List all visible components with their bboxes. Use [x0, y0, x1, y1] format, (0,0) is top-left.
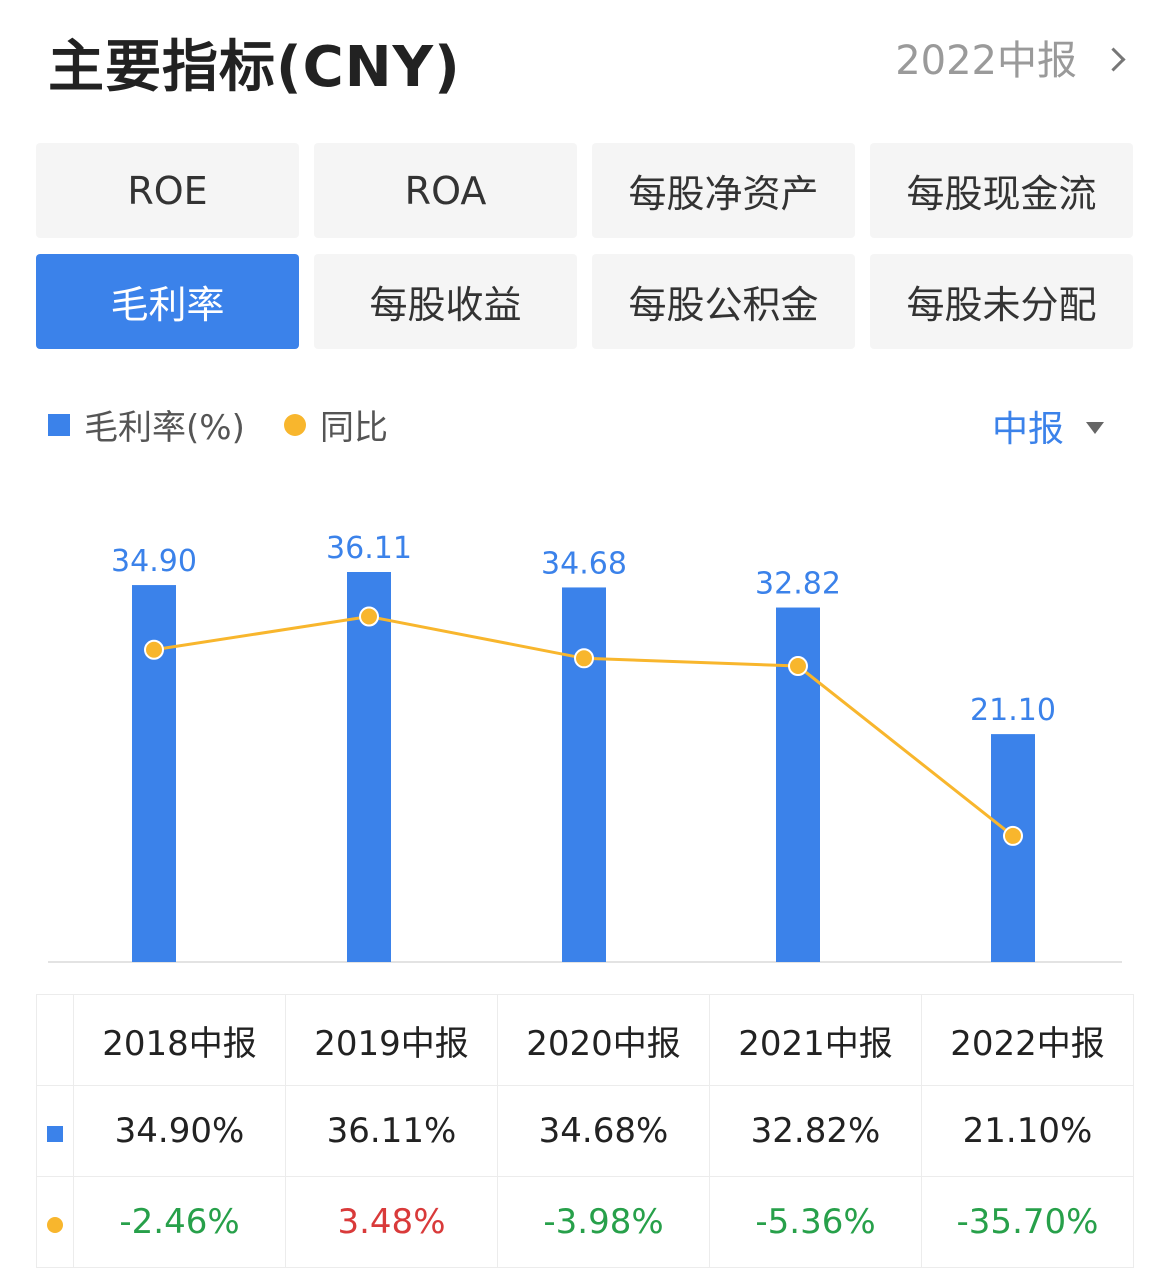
chart-legend: 毛利率(%) 同比 中报 — [48, 400, 1128, 450]
bar-2020中报 — [562, 587, 606, 962]
table-cell: -3.98% — [497, 1176, 710, 1268]
table-cell: 21.10% — [921, 1085, 1134, 1177]
table-cell: -5.36% — [709, 1176, 922, 1268]
tab-roe[interactable]: ROE — [36, 143, 299, 238]
table-cell: 36.11% — [285, 1085, 498, 1177]
table-header-cell: 2020中报 — [497, 994, 710, 1086]
bar-value-label: 21.10 — [970, 693, 1056, 728]
page-title: 主要指标(CNY) — [48, 35, 461, 100]
legend-line-label: 同比 — [320, 408, 388, 448]
bar-legend-square-icon — [48, 413, 70, 436]
table-cell: 34.90% — [73, 1085, 286, 1177]
table-header-row: 2018中报 2019中报 2020中报 2021中报 2022中报 — [36, 994, 1134, 1086]
bar-value-label: 32.82 — [755, 567, 841, 602]
report-period-link[interactable]: 2022中报 — [895, 28, 1130, 86]
tab-reserve-per-share[interactable]: 每股公积金 — [592, 254, 855, 349]
legend-line: 同比 — [284, 400, 388, 449]
caret-down-icon — [1086, 422, 1104, 434]
row-marker — [36, 1176, 74, 1268]
table-corner-cell — [36, 994, 74, 1086]
chart-svg: 34.90 36.11 34.68 32.82 21.10 — [48, 531, 1122, 963]
bar-marker-square-icon — [47, 1126, 63, 1142]
table-cell: -35.70% — [921, 1176, 1134, 1268]
bar-value-label: 36.11 — [326, 531, 412, 566]
yoy-point-2019中报 — [359, 606, 379, 627]
data-table: 2018中报 2019中报 2020中报 2021中报 2022中报 34.90… — [36, 994, 1134, 1268]
chevron-right-icon — [1101, 46, 1126, 72]
tab-net-assets-per-share[interactable]: 每股净资产 — [592, 143, 855, 238]
table-header-cell: 2018中报 — [73, 994, 286, 1086]
row-marker — [36, 1085, 74, 1177]
table-header-cell: 2021中报 — [709, 994, 922, 1086]
table-row-yoy: -2.46% 3.48% -3.98% -5.36% -35.70% — [36, 1176, 1134, 1268]
line-marker-dot-icon — [47, 1217, 63, 1233]
table-row-gross-margin: 34.90% 36.11% 34.68% 32.82% 21.10% — [36, 1085, 1134, 1177]
table-cell: 3.48% — [285, 1176, 498, 1268]
yoy-point-2018中报 — [144, 639, 164, 660]
bar-value-label: 34.68 — [541, 546, 627, 581]
metric-tabs: ROE ROA 每股净资产 每股现金流 毛利率 每股收益 每股公积金 每股未分配 — [36, 143, 1134, 349]
period-select[interactable]: 中报 — [992, 400, 1104, 452]
tab-gross-margin[interactable]: 毛利率 — [36, 254, 299, 349]
yoy-point-2022中报 — [1003, 825, 1023, 846]
tab-roa[interactable]: ROA — [314, 143, 577, 238]
legend-bar-label: 毛利率(%) — [84, 408, 245, 448]
table-cell: 34.68% — [497, 1085, 710, 1177]
table-header-cell: 2022中报 — [921, 994, 1134, 1086]
report-period-label: 2022中报 — [895, 38, 1077, 84]
tab-eps[interactable]: 每股收益 — [314, 254, 577, 349]
yoy-point-2020中报 — [574, 648, 594, 669]
table-header-cell: 2019中报 — [285, 994, 498, 1086]
period-select-label: 中报 — [991, 409, 1064, 450]
tab-cash-flow-per-share[interactable]: 每股现金流 — [870, 143, 1133, 238]
header: 主要指标(CNY) 2022中报 — [0, 0, 1170, 120]
bar-2019中报 — [347, 572, 391, 962]
bar-value-label: 34.90 — [111, 544, 197, 579]
table-cell: -2.46% — [73, 1176, 286, 1268]
line-legend-dot-icon — [284, 413, 306, 436]
table-cell: 32.82% — [709, 1085, 922, 1177]
yoy-point-2021中报 — [788, 656, 808, 677]
legend-bar: 毛利率(%) — [48, 400, 245, 449]
tab-undistributed-per-share[interactable]: 每股未分配 — [870, 254, 1133, 349]
gross-margin-chart: 34.90 36.11 34.68 32.82 21.10 — [0, 470, 1170, 970]
bar-2022中报 — [991, 734, 1035, 962]
